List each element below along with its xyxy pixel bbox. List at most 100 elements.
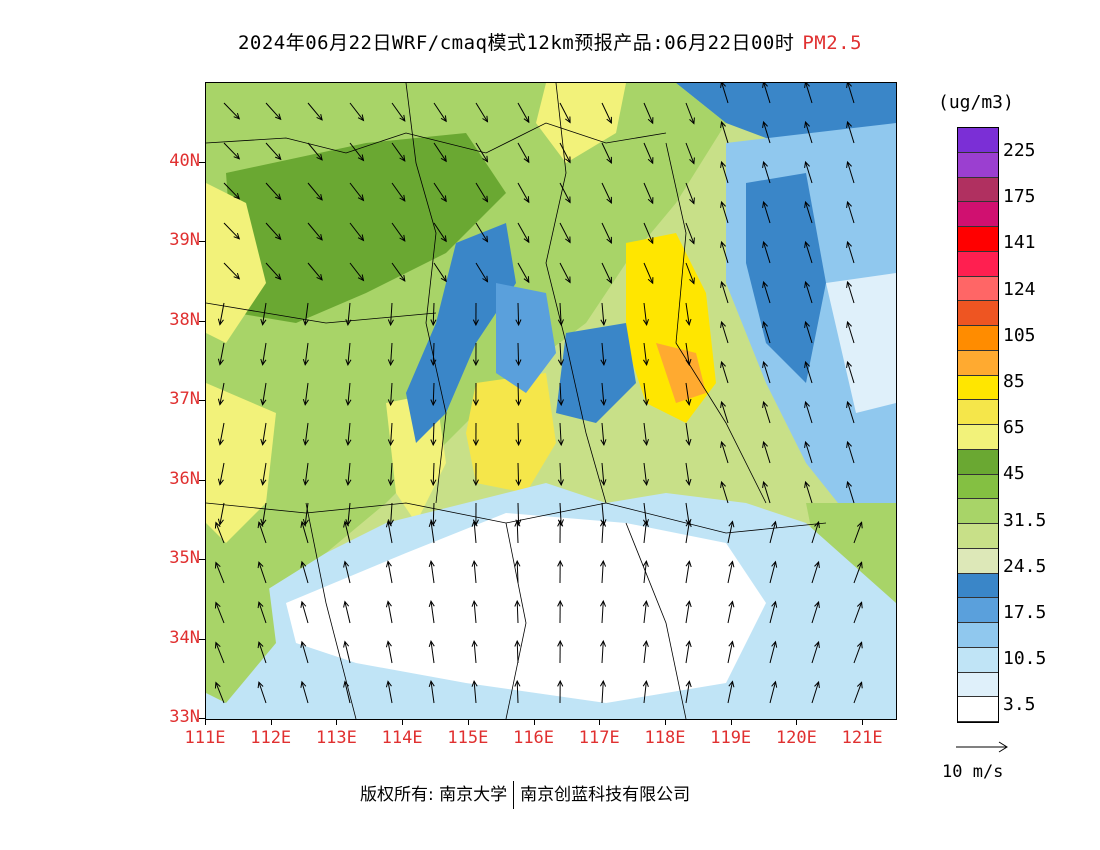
wind-arrow [721,401,729,424]
wind-arrow-head [523,116,530,124]
wind-arrow-head [600,399,607,407]
lon-label: 116E [513,728,555,748]
wind-arrow [223,262,240,280]
wind-arrow [347,462,351,485]
wind-arrow [223,142,240,160]
wind-arrow [258,602,267,624]
wind-arrow-head [846,240,852,248]
wind-arrow-head [343,520,350,528]
wind-arrow-head [217,318,224,326]
wind-arrow-head [685,680,692,688]
legend-swatch [958,350,998,376]
wind-arrow-head [599,599,607,607]
wind-arrow [265,102,282,120]
wind-arrow [304,422,309,445]
wind-arrow-head [440,195,447,203]
wind-arrow-head [814,520,820,528]
wind-arrow [763,361,771,384]
wind-arrow-head [275,233,282,241]
wind-arrow [301,641,309,664]
sea-lightblue [826,273,896,413]
wind-arrow-head [557,439,564,447]
legend-label: 175 [1003,186,1036,208]
wind-arrow-head [482,195,489,203]
wind-arrow [215,562,225,584]
wind-arrow [805,161,813,184]
wind-arrow [763,441,771,464]
wind-arrow-head [804,240,810,248]
wind-arrow [559,462,562,486]
legend-swatch [958,251,998,277]
lon-label: 120E [775,728,817,748]
wind-arrow [219,302,225,325]
chart-title: 2024年06月22日WRF/cmaq模式12km预报产品:06月22日00时 P… [0,28,1100,55]
wind-arrow [853,682,863,704]
wind-arrow-head [217,518,224,526]
wind-arrow [763,161,771,184]
wind-arrow-head [343,680,350,688]
wind-arrow [517,102,530,123]
wind-arrow-head [557,359,564,367]
forecast-map[interactable] [205,82,897,720]
wind-arrow [473,521,477,544]
wind-arrow-head [642,519,649,527]
wind-arrow-head [514,639,521,647]
wind-arrow-head [814,640,820,648]
wind-arrow-head [515,399,522,407]
footer-separator [513,781,515,809]
wind-arrow [805,121,813,144]
wind-arrow [433,182,447,202]
wind-arrow [559,102,571,123]
wind-arrow [344,601,351,624]
wind-arrow [387,641,393,664]
wind-arrow [387,561,393,584]
wind-arrow-head [343,600,350,608]
c-blue-band-2 [496,283,556,393]
wind-arrow [643,102,654,124]
wind-arrow-head [214,521,221,529]
wind-arrow [685,102,695,124]
wind-arrow-head [316,113,323,121]
wind-arrow [473,561,477,584]
wind-arrow-head [685,358,692,366]
wind-arrow-head [846,280,852,288]
wind-arrow [601,262,612,284]
color-legend [957,127,999,723]
wind-arrow-head [762,160,768,168]
wind-arrow-head [275,193,282,201]
wind-arrow [847,161,855,184]
wind-arrow-head [762,240,768,248]
wind-arrow [390,422,393,446]
legend-label: 141 [1003,232,1036,254]
wind-arrow [559,182,571,203]
wind-arrow [763,83,771,104]
wind-arrow-head [720,320,726,328]
wind-arrow-head [814,600,820,608]
legend-swatch [958,227,998,252]
wind-arrow-head [771,640,778,648]
lon-label: 121E [841,728,883,748]
wind-arrow [601,462,605,485]
wind-arrow [811,521,820,544]
wind-arrow [307,262,323,281]
wind-arrow [643,641,647,664]
wind-arrow [763,321,771,344]
wind-arrow [847,281,855,304]
legend-swatch [958,598,998,623]
wind-arrow-head [430,359,437,367]
wind-arrow-head [762,320,768,328]
wind-arrow-head [685,640,692,648]
s-clean-zone [286,513,766,703]
wind-arrow [643,262,654,284]
wind-arrow-head [385,600,392,608]
wind-arrow [430,521,435,544]
wind-arrow [347,502,351,525]
wind-arrow-head [275,113,282,121]
wind-arrow [727,521,733,544]
wind-arrow-head [428,560,435,568]
wind-arrow-head [846,200,852,208]
lat-tick [199,638,205,640]
wind-arrow-head [385,680,392,688]
wind-arrow-head [685,398,692,406]
wind-arrow [304,462,309,485]
